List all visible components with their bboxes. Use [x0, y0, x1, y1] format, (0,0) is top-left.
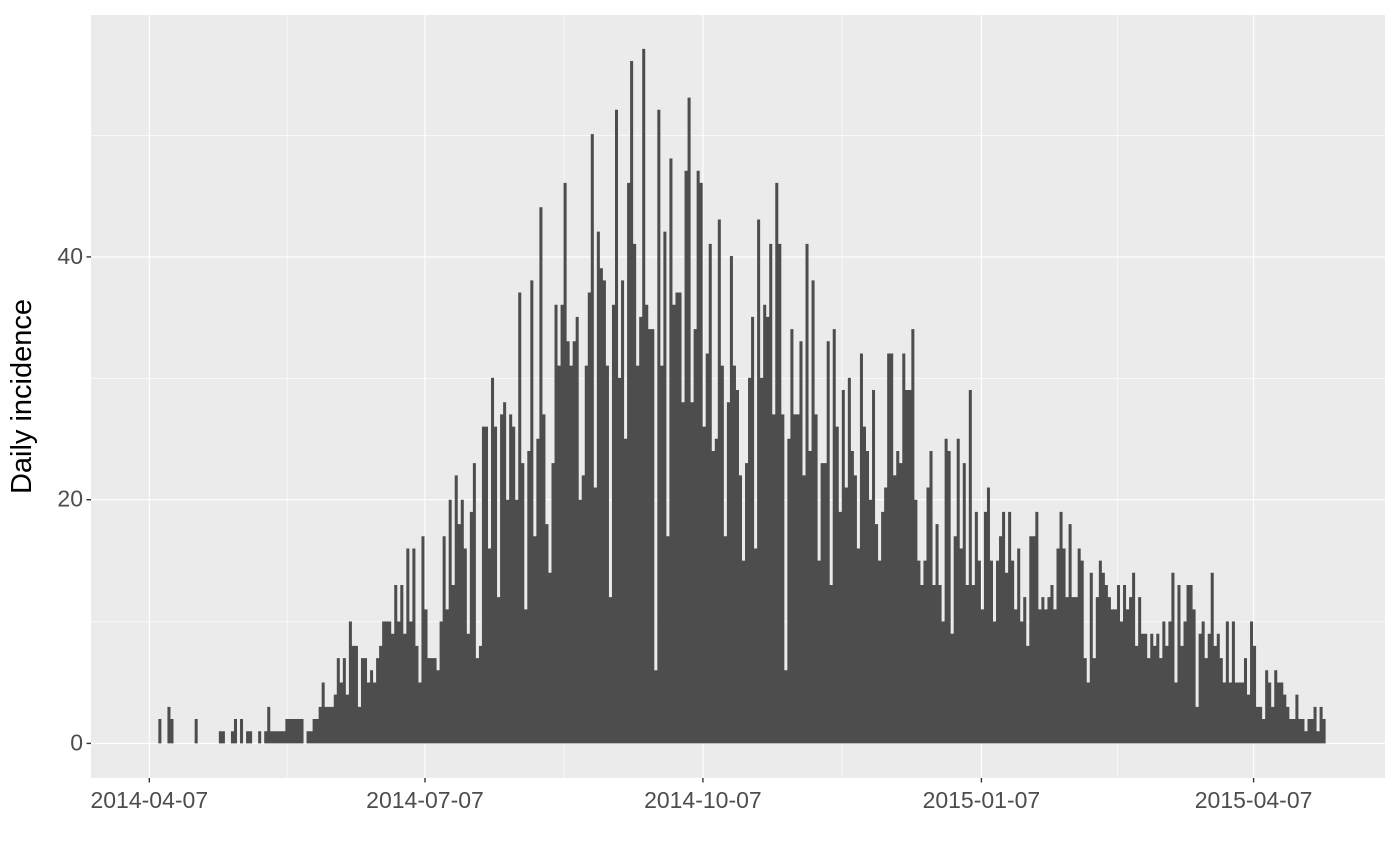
- svg-text:40: 40: [57, 243, 83, 269]
- svg-text:0: 0: [70, 729, 83, 755]
- svg-text:2015-01-07: 2015-01-07: [923, 787, 1041, 813]
- svg-text:2014-07-07: 2014-07-07: [366, 787, 484, 813]
- svg-text:2014-04-07: 2014-04-07: [90, 787, 208, 813]
- svg-text:2014-10-07: 2014-10-07: [644, 787, 762, 813]
- svg-text:2015-04-07: 2015-04-07: [1195, 787, 1313, 813]
- svg-text:20: 20: [57, 486, 83, 512]
